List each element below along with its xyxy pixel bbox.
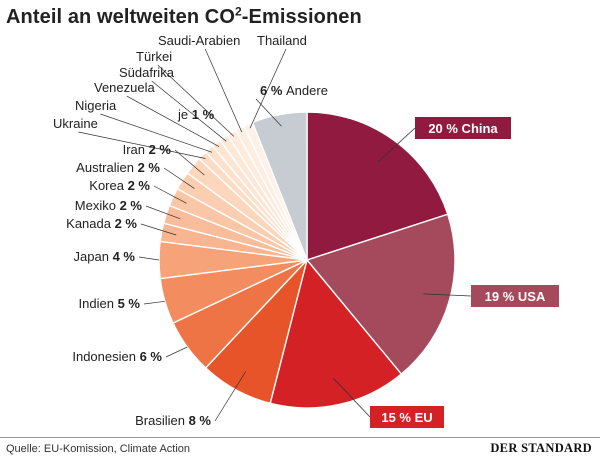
group-annotation-text: je xyxy=(177,107,192,122)
label-value-kanada: 2 % xyxy=(115,216,138,231)
slice-china xyxy=(306,111,449,261)
label-name-kanada: Kanada xyxy=(66,216,114,231)
label-nigeria: Nigeria xyxy=(75,98,117,113)
label-tuerkei: Türkei xyxy=(136,49,172,64)
label-indien: Indien 5 % xyxy=(79,296,141,311)
label-name-venezuela: Venezuela xyxy=(94,80,155,95)
label-indonesien: Indonesien 6 % xyxy=(72,349,162,364)
label-name-suedafrika: Südafrika xyxy=(119,65,175,80)
label-name-iran: Iran xyxy=(123,142,149,157)
leader-line-nigeria xyxy=(100,113,213,153)
label-japan: Japan 4 % xyxy=(74,249,136,264)
chart-title: Anteil an weltweiten CO2-Emissionen xyxy=(6,4,362,28)
leader-line-ukraine xyxy=(78,131,206,159)
leader-line-australien xyxy=(163,167,195,189)
label-thailand: Thailand xyxy=(257,33,307,48)
pie-chart: 20 % China 19 % USA 15 % EU Brasilien 8 % In… xyxy=(53,33,559,428)
leader-line-thailand xyxy=(249,48,287,129)
label-andere: 6 % Andere xyxy=(260,83,328,98)
label-suedafrika: Südafrika xyxy=(119,65,175,80)
label-name-tuerkei: Türkei xyxy=(136,49,172,64)
label-value-iran: 2 % xyxy=(149,142,172,157)
slice-eu xyxy=(269,258,403,409)
leader-line-china xyxy=(378,127,416,163)
leader-line-japan xyxy=(138,256,160,261)
label-name-indien: Indien xyxy=(79,296,118,311)
label-usa: 19 % USA xyxy=(485,289,546,304)
leader-line-venezuela xyxy=(126,95,220,147)
leader-line-andere xyxy=(255,98,282,127)
leader-line-eu xyxy=(333,378,371,418)
label-saudi-arabien: Saudi-Arabien xyxy=(158,33,240,48)
leader-line-iran xyxy=(174,149,205,176)
group-annotation-value: 1 % xyxy=(192,107,215,122)
label-value-australien: 2 % xyxy=(138,160,161,175)
leader-line-indien xyxy=(143,300,165,305)
slice-labels: 20 % China 19 % USA 15 % EU Brasilien 8 % In… xyxy=(53,33,559,428)
label-venezuela: Venezuela xyxy=(94,80,155,95)
label-value-mexiko: 2 % xyxy=(120,198,143,213)
label-name-andere: Andere xyxy=(286,83,328,98)
label-korea: Korea 2 % xyxy=(89,178,150,193)
label-value-indonesien: 6 % xyxy=(140,349,163,364)
leader-line-brasilien xyxy=(214,371,246,422)
label-value-japan: 4 % xyxy=(113,249,136,264)
label-name-japan: Japan xyxy=(74,249,113,264)
label-name-brasilien: Brasilien xyxy=(135,413,188,428)
label-kanada: Kanada 2 % xyxy=(66,216,137,231)
label-eu: 15 % EU xyxy=(381,410,432,425)
label-box-usa xyxy=(471,285,559,307)
leader-line-indonesien xyxy=(165,346,188,358)
label-mexiko: Mexiko 2 % xyxy=(75,198,143,213)
label-value-brasilien: 8 % xyxy=(189,413,212,428)
label-iran: Iran 2 % xyxy=(123,142,172,157)
slice-usa xyxy=(305,213,456,376)
label-value-indien: 5 % xyxy=(118,296,141,311)
label-brasilien: Brasilien 8 % xyxy=(135,413,211,428)
label-name-mexiko: Mexiko xyxy=(75,198,120,213)
leader-line-mexiko xyxy=(145,205,181,220)
brand-logo: DER STANDARD xyxy=(490,441,592,455)
leader-line-suedafrika xyxy=(151,80,227,142)
label-box-china xyxy=(415,117,511,139)
leader-line-kanada xyxy=(140,223,177,236)
label-name-ukraine: Ukraine xyxy=(53,116,98,131)
leader-line-korea xyxy=(153,185,187,204)
label-ukraine: Ukraine xyxy=(53,116,98,131)
pie-slices xyxy=(158,111,456,409)
leader-line-saudi-arabien xyxy=(204,48,243,133)
source-note: Quelle: EU-Komission, Climate Action xyxy=(6,443,191,455)
label-name-saudi-arabien: Saudi-Arabien xyxy=(158,33,240,48)
label-value-korea: 2 % xyxy=(128,178,151,193)
label-name-indonesien: Indonesien xyxy=(72,349,139,364)
label-value-andere: 6 % xyxy=(260,83,286,98)
footer-divider xyxy=(0,437,600,438)
label-name-thailand: Thailand xyxy=(257,33,307,48)
label-name-australien: Australien xyxy=(76,160,137,175)
leader-lines xyxy=(78,48,472,422)
leader-line-tuerkei xyxy=(157,64,235,137)
group-annotation: je 1 % xyxy=(177,107,215,122)
label-china: 20 % China xyxy=(428,121,498,136)
label-australien: Australien 2 % xyxy=(76,160,160,175)
leader-line-usa xyxy=(423,293,472,297)
label-box-eu xyxy=(370,406,444,428)
label-name-korea: Korea xyxy=(89,178,127,193)
label-name-nigeria: Nigeria xyxy=(75,98,117,113)
